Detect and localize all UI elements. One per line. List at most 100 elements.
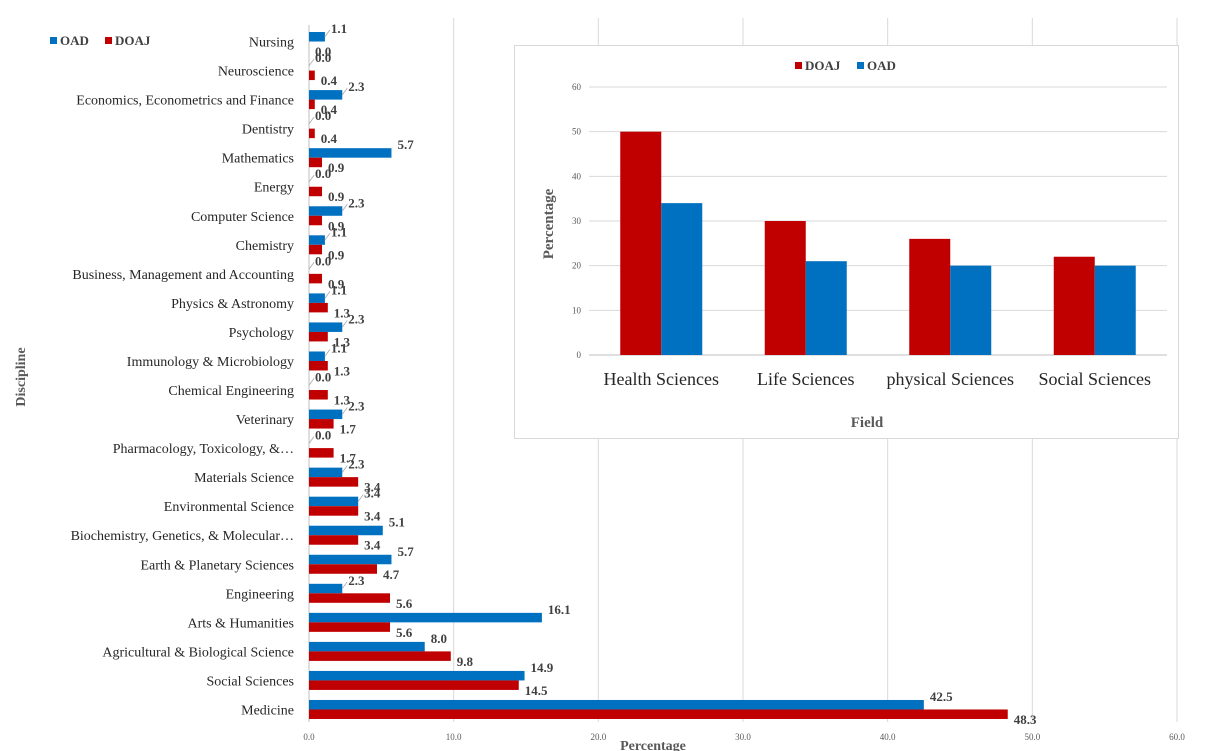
x-tick-label: 20.0 [590,732,606,742]
legend-swatch-doaj [105,37,112,44]
category-label: Nursing [249,36,294,51]
inset-tick-labels: 0 10 20 30 40 50 60 [572,82,582,360]
value-label-doaj: 1.3 [334,363,351,378]
value-label-oad: 1.1 [331,282,347,297]
category-label: Dentistry [242,123,294,138]
value-label-oad: 2.3 [348,573,365,588]
y-tick-label: 30 [572,216,582,226]
bar-oad [309,641,425,652]
value-label-oad: 2.3 [348,457,365,472]
bar-oad [309,351,325,361]
bar-doaj [309,390,328,400]
y-tick-label: 20 [572,261,582,271]
category-label: Materials Science [194,471,294,486]
bar-oad [661,203,703,355]
bar-oad [309,90,343,100]
bar-doaj [309,244,323,255]
bar-doaj [309,70,315,81]
value-label-oad: 2.3 [348,311,365,326]
value-label-oad: 0.0 [315,166,331,181]
category-label: Psychology [229,326,294,341]
bar-oad [309,496,359,507]
value-label-doaj: 0.0 [315,44,331,59]
value-label-doaj: 3.4 [364,509,381,524]
bar-doaj [309,99,315,110]
inset-y-axis-label: Percentage [541,188,557,259]
bar-doaj [309,157,323,168]
category-label: Environmental Science [164,500,294,515]
main-data-labels: 1.10.00.00.4 2.30.40.00.4 5.70.90.00.9 2.30… [315,21,1037,727]
main-bars [309,32,1008,719]
leader-line [308,58,315,67]
bar-doaj [909,238,951,355]
bar-doaj [309,331,328,342]
legend-label-doaj: DOAJ [805,58,841,73]
bar-oad [309,235,325,245]
bar-doaj [309,651,451,661]
main-tick-labels: 0.0 10.0 20.0 30.0 40.0 50.0 60.0 [303,732,1185,742]
leader-line [308,378,315,386]
value-label-doaj: 1.3 [334,393,351,408]
category-label: Engineering [226,587,294,602]
legend-swatch-oad [50,37,57,44]
y-tick-label: 60 [572,82,582,92]
bar-oad [309,670,525,681]
bar-doaj [309,302,328,313]
leader-line [341,204,348,212]
value-label-oad: 5.1 [389,515,405,530]
value-label-doaj: 0.9 [328,276,345,291]
category-label: Business, Management and Accounting [72,268,294,283]
bar-oad [309,293,325,303]
category-label: Physics & Astronomy [171,297,294,312]
leader-line [308,116,315,125]
bar-oad [309,467,343,478]
category-label: Social Sciences [207,674,294,689]
legend-swatch-oad [857,62,864,69]
bar-doaj [309,622,391,632]
inset-category-labels: Health Sciences Life Sciences physical Sci… [604,369,1151,389]
value-label-doaj: 4.7 [383,567,400,582]
main-legend: OAD DOAJ [50,33,151,48]
leader-line [308,174,315,183]
bar-oad [309,554,392,565]
value-label-oad: 1.1 [331,21,347,36]
value-label-doaj: 5.6 [396,596,413,611]
value-label-oad: 1.1 [331,340,347,355]
category-label: Earth & Planetary Sciences [140,558,294,573]
field-bar-chart: 0 10 20 30 40 50 60 Health Sciences Life Scienc… [541,58,1167,431]
bar-doaj [1053,256,1095,355]
bar-doaj [309,273,323,284]
value-label-doaj: 0.9 [328,160,345,175]
leader-line [324,291,331,299]
bar-doaj [309,709,1008,719]
y-tick-label: 0 [577,350,582,360]
leader-line [357,494,364,502]
leader-line [324,233,331,241]
value-label-oad: 42.5 [930,689,953,704]
leader-line [341,407,348,415]
value-label-oad: 2.3 [348,399,365,414]
y-tick-label: 10 [572,305,582,315]
category-label: Chemical Engineering [168,384,294,399]
value-label-doaj: 1.7 [340,422,357,437]
value-label-oad: 2.3 [348,79,365,94]
category-label: physical Sciences [887,369,1014,389]
value-label-doaj: 5.6 [396,625,413,640]
bar-doaj [309,535,359,545]
y-tick-label: 50 [572,127,582,137]
bar-oad [805,261,847,355]
value-label-oad: 14.9 [531,660,554,675]
value-label-doaj: 0.4 [321,73,338,88]
value-label-doaj: 1.7 [340,451,357,466]
leader-line [324,29,331,38]
value-label-oad: 1.1 [331,224,347,239]
bar-doaj [309,186,323,197]
leader-line [324,349,331,357]
leader-line [341,87,348,96]
value-label-oad: 3.4 [364,486,381,501]
bar-doaj [309,128,315,139]
value-label-oad: 0.0 [315,253,331,268]
bar-oad [309,148,392,158]
category-label: Chemistry [236,239,294,254]
